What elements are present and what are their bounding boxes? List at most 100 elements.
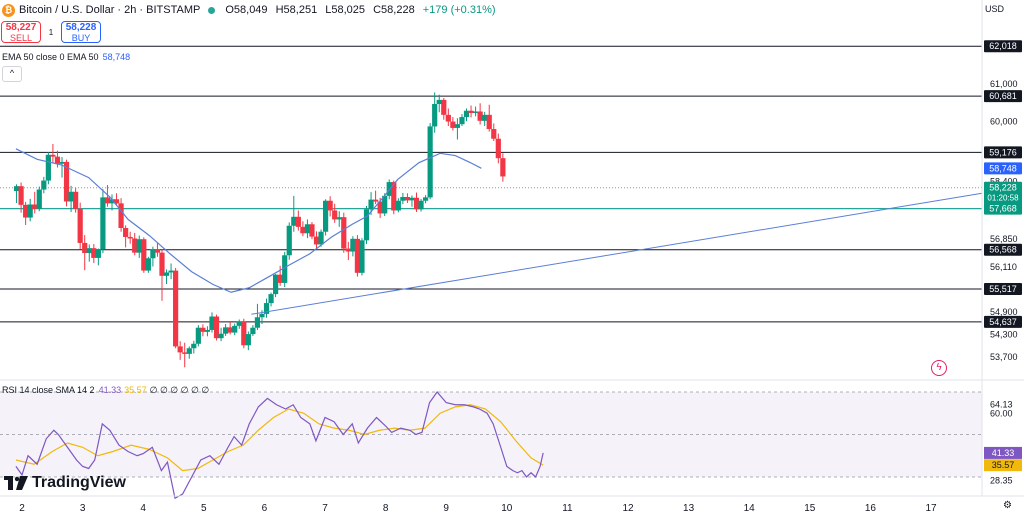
candle-body (304, 224, 311, 234)
candle-body (173, 270, 179, 347)
y-tick-label: 58,400 (990, 176, 1018, 186)
candle-body (118, 203, 124, 229)
candle-body (236, 321, 242, 326)
candle-body (145, 258, 151, 271)
ema-legend-value: 58,748 (102, 52, 131, 62)
x-tick-label: 16 (865, 503, 877, 514)
candle-body (13, 186, 20, 192)
price-label-text: 56,568 (989, 245, 1017, 255)
price-label-box (984, 202, 1022, 215)
price-label-text: 54,637 (989, 317, 1017, 327)
x-tick-label: 10 (501, 503, 513, 514)
candle-body (204, 329, 211, 332)
candle-body (68, 191, 74, 202)
candle-body (63, 161, 70, 202)
candle-body (54, 156, 61, 164)
candle-body (218, 333, 224, 339)
candle-body (132, 238, 138, 253)
x-tick-label: 4 (140, 503, 146, 514)
collapse-legend-button[interactable]: ^ (2, 66, 22, 82)
rsi-legend[interactable]: RSI 14 close SMA 14 2 41.33 35.57 ∅ ∅ ∅ ∅ ∅… (2, 385, 209, 396)
candle-body (32, 204, 38, 209)
candle-body (227, 327, 233, 333)
candle-body (136, 239, 142, 253)
candle-body (263, 303, 270, 314)
candle-body (432, 104, 438, 127)
price-label-box (984, 146, 1022, 159)
candle-body (313, 236, 320, 245)
candle-body (209, 316, 215, 330)
sell-button[interactable]: 58,227 SELL (1, 21, 41, 43)
buy-button[interactable]: 58,228 BUY (61, 21, 101, 43)
trade-panel: 58,227 SELL 1 58,228 BUY (1, 21, 101, 43)
price-label-box (984, 315, 1022, 328)
candle-body (445, 114, 451, 122)
candle-body (36, 189, 42, 209)
x-tick-label: 14 (744, 503, 756, 514)
rsi-line (15, 391, 544, 500)
candle-body (409, 197, 415, 201)
candle-body (223, 327, 229, 334)
price-label-box (984, 162, 1022, 175)
candle-body (413, 197, 420, 210)
candle-body (123, 228, 129, 237)
rsi-value-label-text: 35.57 (992, 460, 1015, 470)
candle-body (373, 199, 379, 202)
market-status-icon (208, 6, 216, 14)
flash-icon[interactable]: ϟ (931, 360, 947, 376)
currency-label[interactable]: USD (985, 4, 1005, 14)
candle-body (404, 197, 411, 201)
candle-body (363, 209, 370, 241)
candle-body (45, 154, 51, 181)
candle-body (50, 154, 56, 157)
bitcoin-logo-icon: ₿ (2, 3, 15, 17)
candle-body (232, 325, 238, 333)
spread-value: 1 (48, 27, 54, 37)
candle-body (427, 126, 433, 198)
price-label-box (984, 181, 1022, 204)
y-tick-label: 56,110 (990, 262, 1017, 272)
candle-body (454, 124, 461, 128)
symbol-title[interactable]: Bitcoin / U.S. Dollar · 2h · BITSTAMP (19, 4, 201, 16)
ohlc-open: O58,049 (225, 4, 268, 16)
rsi-sma-legend-value: 35.57 (124, 385, 147, 395)
candle-body (168, 270, 174, 273)
candle-body (191, 343, 197, 349)
ema-50-line (15, 148, 482, 293)
candle-body (254, 317, 261, 328)
y-tick-label: 60,000 (990, 117, 1018, 127)
price-label-text: 55,517 (989, 284, 1017, 294)
candle-body (77, 208, 83, 243)
candle-body (500, 158, 506, 177)
candle-body (268, 294, 274, 304)
candle-body (250, 327, 256, 335)
candle-body (323, 200, 329, 232)
buy-label: BUY (71, 33, 91, 43)
candle-body (154, 249, 161, 253)
sell-label: SELL (9, 33, 33, 43)
settings-icon[interactable]: ⚙ (1003, 500, 1012, 511)
candle-body (104, 197, 111, 204)
price-label-box (984, 243, 1022, 256)
candle-body (495, 138, 501, 159)
tradingview-logo-icon (4, 476, 28, 490)
candle-body (282, 255, 288, 283)
candle-body (163, 272, 170, 276)
candle-body (200, 327, 206, 332)
candle-body (86, 248, 92, 254)
sell-price: 58,227 (5, 22, 37, 33)
ema-legend[interactable]: EMA 50 close 0 EMA 50 58,748 (2, 52, 130, 62)
price-label-text: 57,668 (989, 204, 1017, 214)
x-tick-label: 8 (383, 503, 389, 514)
candle-body (441, 99, 447, 115)
candle-body (491, 129, 497, 139)
watermark-text: TradingView (32, 474, 126, 491)
candle-body (350, 238, 356, 252)
candle-body (391, 182, 397, 211)
x-tick-label: 15 (804, 503, 816, 514)
candle-body (377, 201, 383, 214)
rsi-legend-label: RSI 14 close SMA 14 2 (2, 385, 95, 395)
candle-body (295, 216, 301, 227)
candle-body (486, 114, 492, 130)
